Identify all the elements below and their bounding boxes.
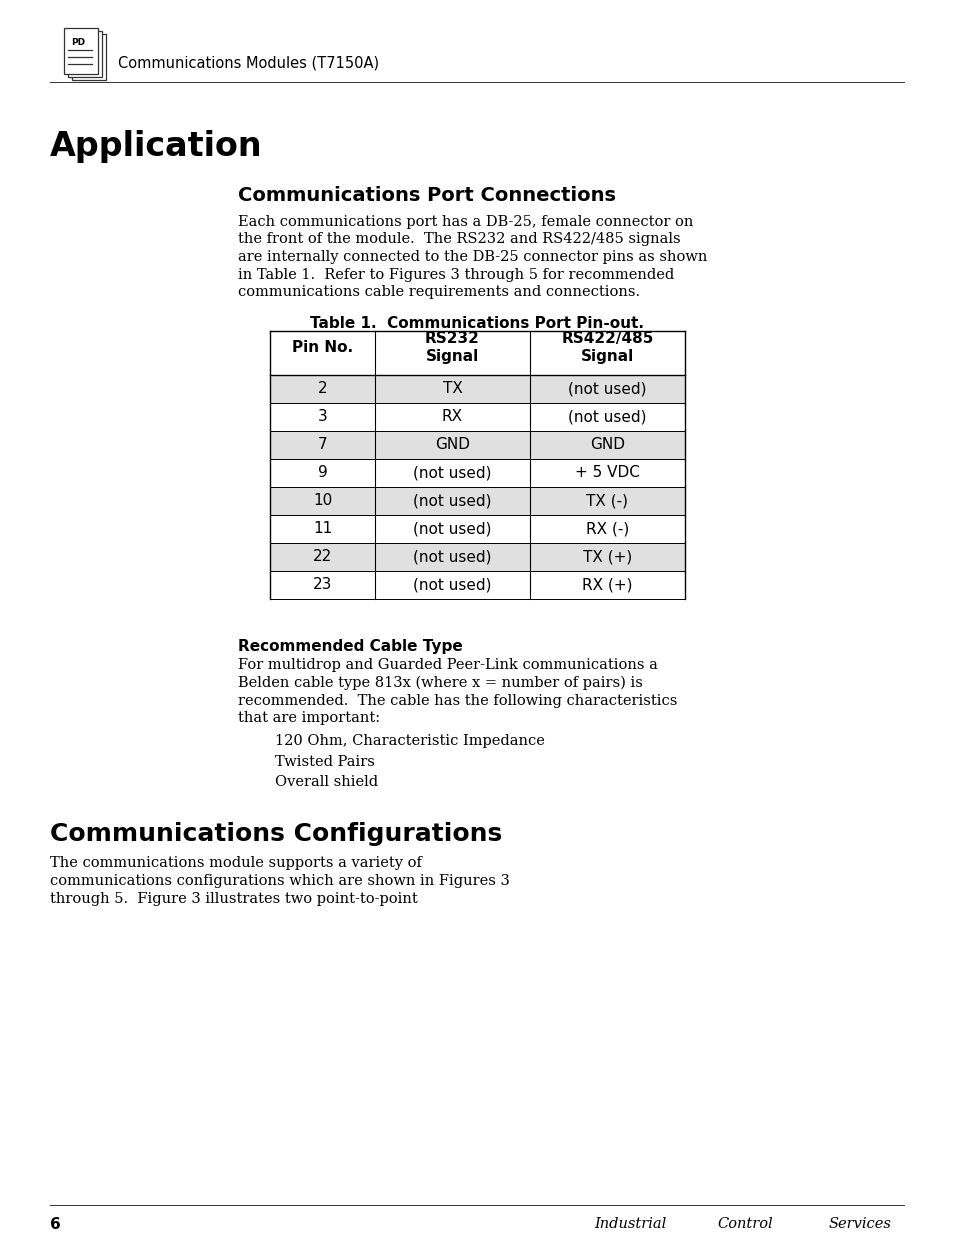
Text: 120 Ohm, Characteristic Impedance: 120 Ohm, Characteristic Impedance xyxy=(274,735,544,748)
Text: The communications module supports a variety of: The communications module supports a var… xyxy=(50,857,421,871)
Text: TX (+): TX (+) xyxy=(582,550,632,564)
Text: Application: Application xyxy=(50,130,262,163)
Text: RS422/485
Signal: RS422/485 Signal xyxy=(560,331,653,364)
Text: (not used): (not used) xyxy=(568,409,646,424)
Text: Recommended Cable Type: Recommended Cable Type xyxy=(237,638,462,653)
Bar xyxy=(270,542,684,571)
Text: Pin No.: Pin No. xyxy=(292,340,353,354)
Text: Control: Control xyxy=(717,1216,772,1231)
Text: (not used): (not used) xyxy=(413,577,491,592)
Text: Table 1.  Communications Port Pin-out.: Table 1. Communications Port Pin-out. xyxy=(310,316,643,331)
Text: (not used): (not used) xyxy=(413,466,491,480)
Text: the front of the module.  The RS232 and RS422/485 signals: the front of the module. The RS232 and R… xyxy=(237,232,679,247)
Text: 9: 9 xyxy=(317,466,327,480)
Text: Each communications port has a DB-25, female connector on: Each communications port has a DB-25, fe… xyxy=(237,215,693,228)
Text: For multidrop and Guarded Peer-Link communications a: For multidrop and Guarded Peer-Link comm… xyxy=(237,658,658,673)
Text: Twisted Pairs: Twisted Pairs xyxy=(274,755,375,768)
Bar xyxy=(68,31,102,77)
Text: communications cable requirements and connections.: communications cable requirements and co… xyxy=(237,285,639,299)
Text: (not used): (not used) xyxy=(413,550,491,564)
Bar xyxy=(270,458,684,487)
Text: RX (-): RX (-) xyxy=(585,521,628,536)
Text: 6: 6 xyxy=(50,1216,61,1233)
Text: that are important:: that are important: xyxy=(237,711,379,725)
Text: (not used): (not used) xyxy=(413,521,491,536)
Bar xyxy=(270,403,684,431)
Text: 22: 22 xyxy=(313,550,332,564)
Text: GND: GND xyxy=(435,437,470,452)
Text: 10: 10 xyxy=(313,493,332,508)
Text: GND: GND xyxy=(589,437,624,452)
Text: RX (+): RX (+) xyxy=(581,577,632,592)
Bar xyxy=(270,374,684,403)
Text: through 5.  Figure 3 illustrates two point-to-point: through 5. Figure 3 illustrates two poin… xyxy=(50,892,417,905)
Text: TX (-): TX (-) xyxy=(586,493,628,508)
Text: RX: RX xyxy=(441,409,462,424)
Text: 23: 23 xyxy=(313,577,332,592)
Text: TX: TX xyxy=(442,382,462,396)
Text: Services: Services xyxy=(828,1216,890,1231)
Text: communications configurations which are shown in Figures 3: communications configurations which are … xyxy=(50,874,509,888)
Bar xyxy=(270,331,684,374)
Bar xyxy=(270,515,684,542)
Text: 3: 3 xyxy=(317,409,327,424)
Text: Belden cable type 813x (where x = number of pairs) is: Belden cable type 813x (where x = number… xyxy=(237,676,642,690)
Bar xyxy=(270,431,684,458)
Bar xyxy=(71,35,106,80)
Bar xyxy=(270,571,684,599)
Text: PD: PD xyxy=(71,38,85,47)
Text: 11: 11 xyxy=(313,521,332,536)
Text: Overall shield: Overall shield xyxy=(274,774,377,788)
Text: (not used): (not used) xyxy=(568,382,646,396)
Text: + 5 VDC: + 5 VDC xyxy=(575,466,639,480)
Text: in Table 1.  Refer to Figures 3 through 5 for recommended: in Table 1. Refer to Figures 3 through 5… xyxy=(237,268,674,282)
Text: Communications Port Connections: Communications Port Connections xyxy=(237,186,616,205)
Text: 2: 2 xyxy=(317,382,327,396)
Text: Communications Configurations: Communications Configurations xyxy=(50,823,501,846)
Text: Industrial: Industrial xyxy=(594,1216,665,1231)
Bar xyxy=(64,28,98,74)
Text: are internally connected to the DB-25 connector pins as shown: are internally connected to the DB-25 co… xyxy=(237,249,706,264)
Text: RS232
Signal: RS232 Signal xyxy=(425,331,479,364)
Text: recommended.  The cable has the following characteristics: recommended. The cable has the following… xyxy=(237,694,677,708)
Text: Communications Modules (T7150A): Communications Modules (T7150A) xyxy=(118,56,378,70)
Text: (not used): (not used) xyxy=(413,493,491,508)
Text: 7: 7 xyxy=(317,437,327,452)
Bar xyxy=(270,487,684,515)
